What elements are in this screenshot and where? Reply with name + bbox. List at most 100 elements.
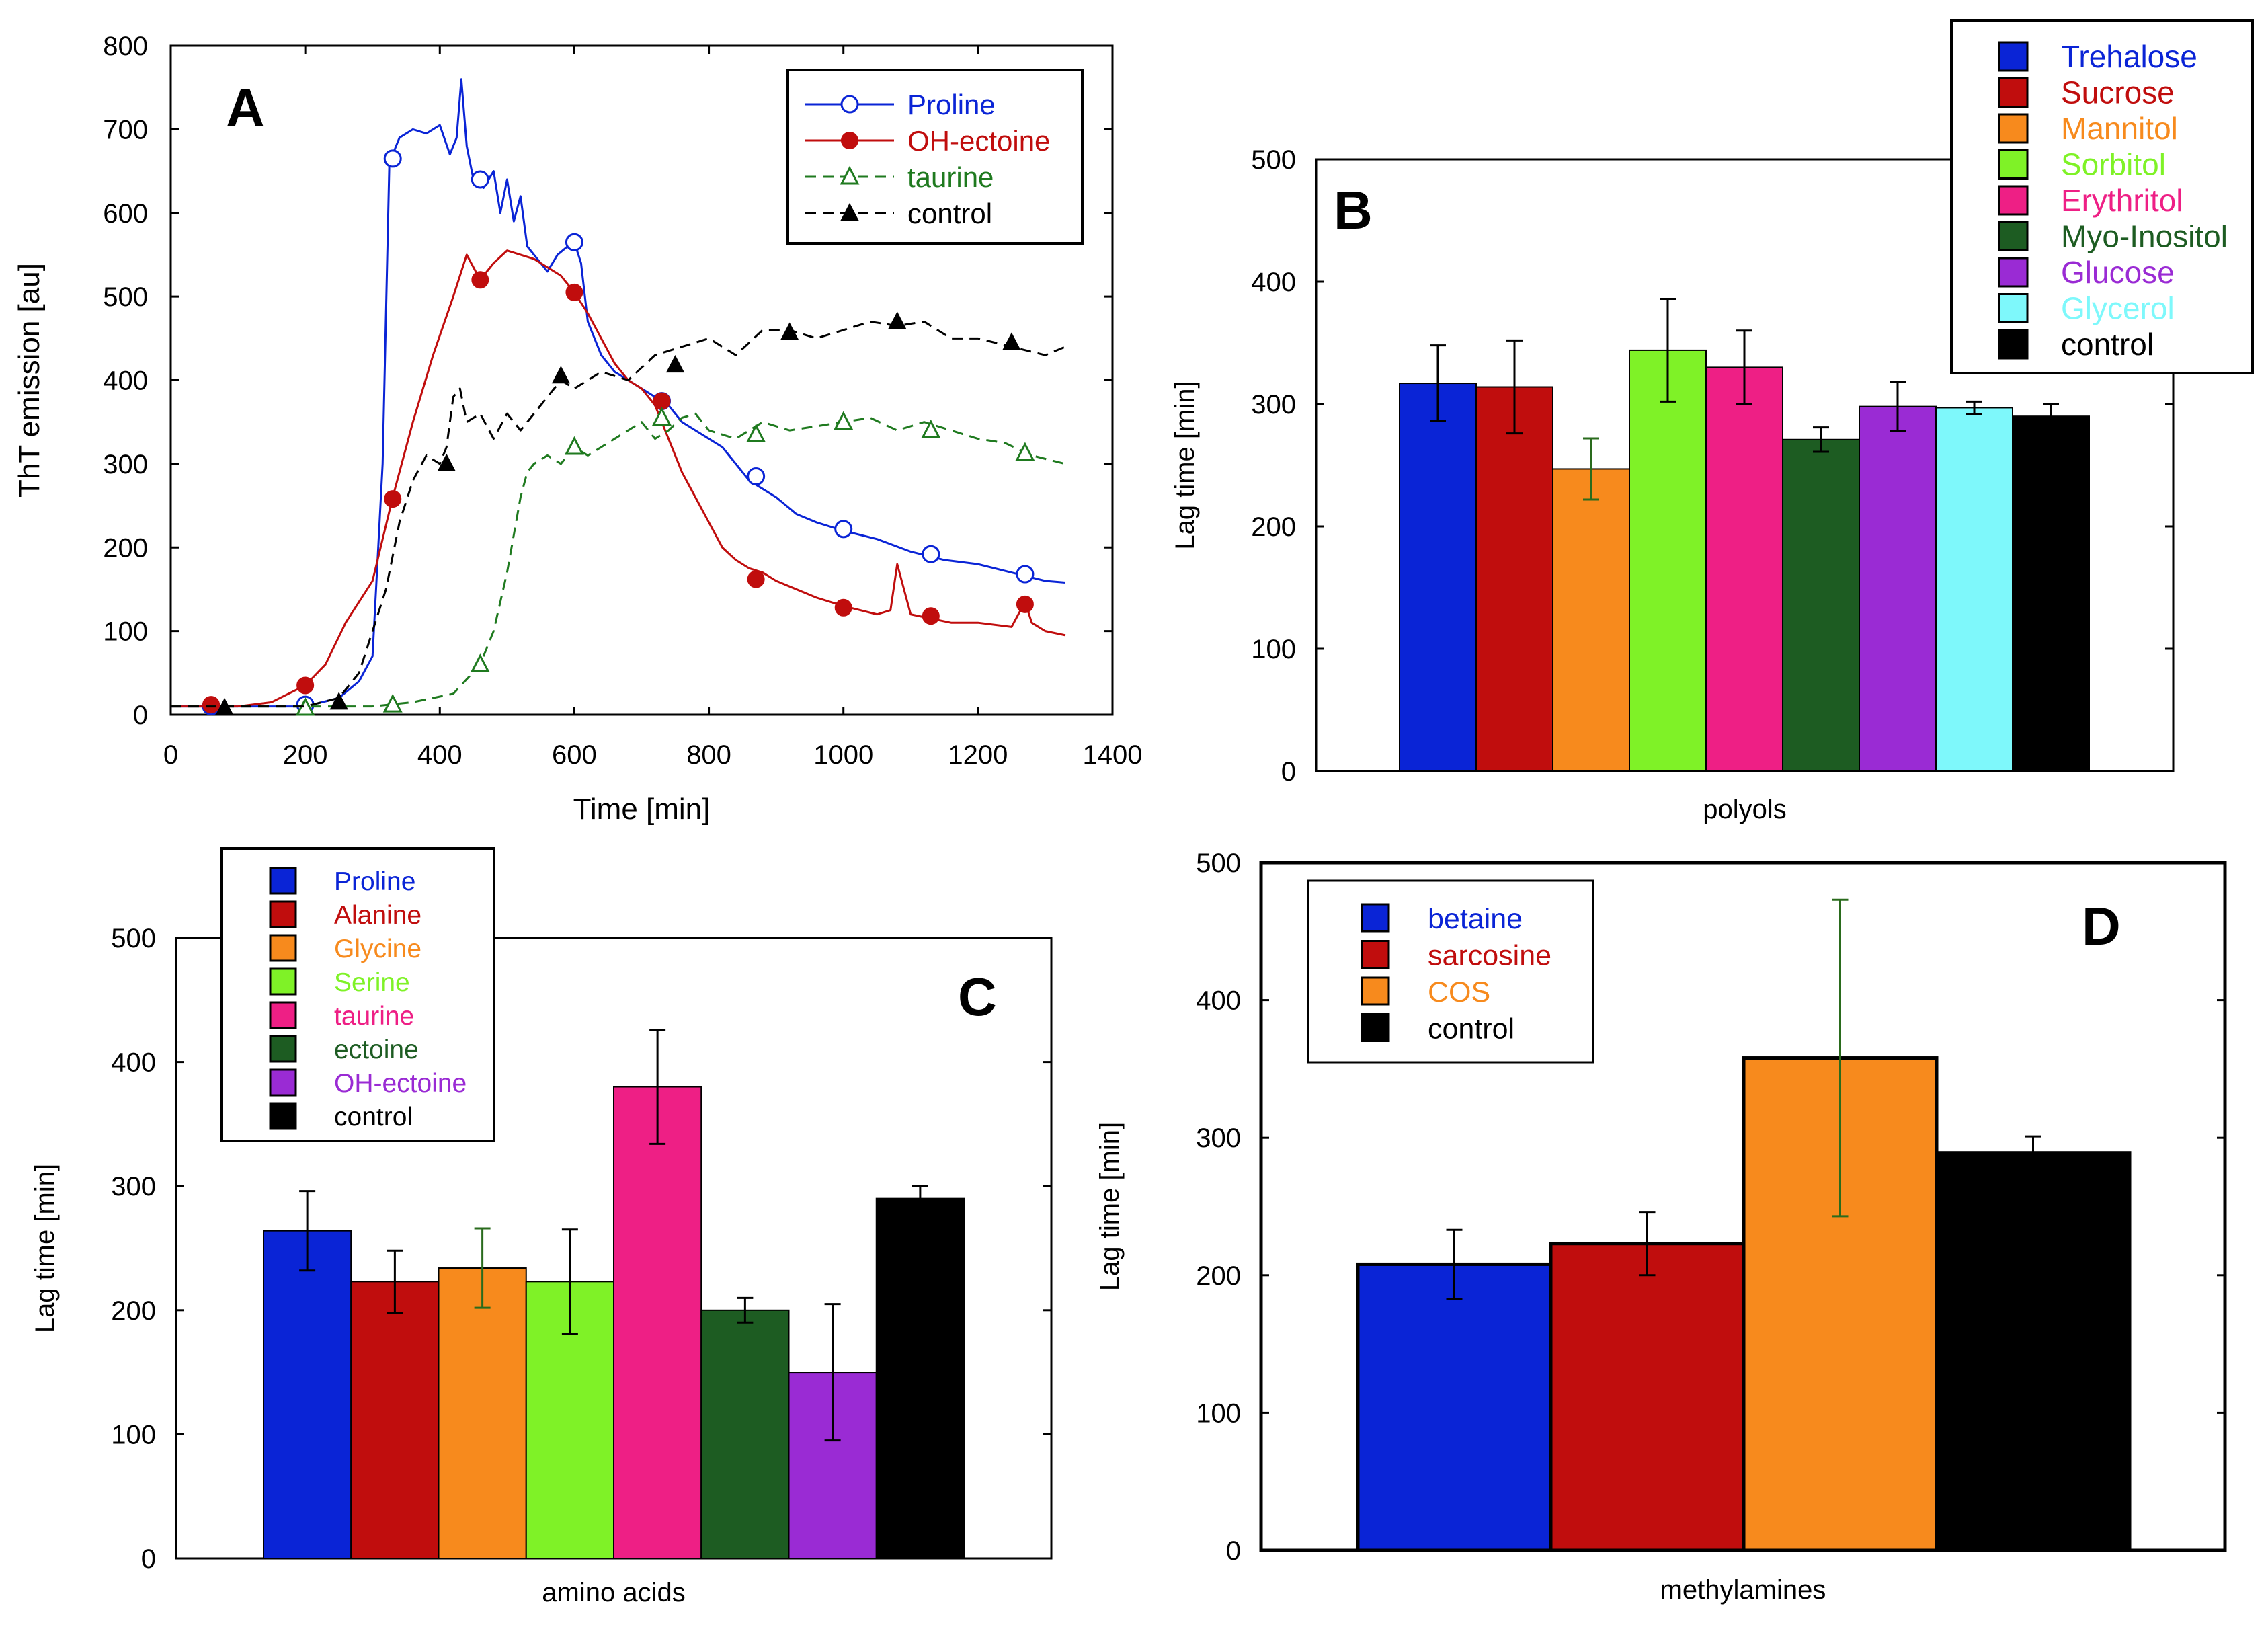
y-tick-label: 200 [1196,1261,1241,1291]
y-tick-label: 200 [1251,512,1296,542]
marker [437,453,456,471]
bar-glycerol [1935,407,2013,772]
x-tick-label-a: 0 [163,740,178,770]
legend-label: taurine [334,1002,414,1031]
legend-swatch [1998,113,2029,144]
marker [329,692,348,710]
y-axis-label-d: Lag time [min] [1095,1122,1125,1291]
panel-c: 0 100 200 300 400 500 amino acids Lag time [min… [30,847,1053,1608]
marker [922,607,940,625]
bar-taurine [613,1086,702,1559]
legend-label: control [1428,1013,1514,1045]
legend-c: Proline Alanine Glycine Serine taurine ectoin… [220,847,495,1142]
legend-label: taurine [907,161,994,193]
marker [551,366,571,384]
legend-label: Proline [907,89,996,120]
marker [1016,595,1034,613]
marker [840,165,860,185]
bar-betaine [1356,1262,1553,1552]
legend-a: Proline OH-ectoine taurine control [786,69,1084,245]
bar-control [875,1197,965,1560]
bar-trehalose [1399,383,1477,772]
y-tick-label-a: 800 [103,32,148,61]
marker [834,411,854,430]
legend-swatch [269,1035,297,1063]
legend-swatch [269,934,297,962]
legend-label: Sucrose [2061,75,2175,110]
y-tick-label: 100 [1196,1398,1241,1428]
legend-label: COS [1428,976,1490,1008]
legend-label: Myo-Inositol [2061,219,2228,254]
legend-label: Sorbitol [2061,147,2166,182]
marker [834,520,853,539]
panel-label-d: D [2082,896,2121,956]
series-control [171,311,1066,716]
x-axis-label-a: Time [min] [573,793,711,826]
legend-swatch [1998,329,2029,360]
marker [296,676,315,695]
series-line [171,412,1066,708]
x-tick-label-a: 1200 [948,740,1008,770]
y-tick-label: 100 [111,1420,156,1450]
legend-swatch [1361,1013,1390,1042]
panel-label-c: C [958,967,997,1027]
legend-label: Glycine [334,935,421,963]
y-tick-label: 400 [1251,268,1296,297]
legend-label: OH-ectoine [907,125,1050,157]
marker [747,467,766,486]
legend-box [220,847,495,1142]
marker [840,202,859,221]
legend-label: Serine [334,968,410,997]
marker [1016,565,1035,584]
legend-swatch [269,967,297,996]
legend-label: sarcosine [1428,940,1551,972]
y-tick-label: 400 [1196,986,1241,1016]
series-oh-ectoine [171,249,1066,714]
marker [383,149,402,168]
legend-swatch [269,867,297,895]
x-tick-label-a: 1400 [1083,740,1143,770]
legend-swatch [1998,221,2029,251]
marker [780,322,799,340]
y-tick-label: 300 [1251,390,1296,420]
legend-label: ectoine [334,1035,419,1064]
marker [921,419,941,438]
marker [565,233,583,251]
y-tick-label: 500 [1196,848,1241,878]
bar-control [2012,415,2090,772]
legend-swatch [1361,903,1390,933]
legend-label: Glycerol [2061,291,2175,326]
y-tick-label-a: 500 [103,282,148,312]
legend-swatch [1998,77,2029,108]
panel-a: 0 200 400 600 800 1000 1200 1400 0 100 200 300 400 50… [13,32,1142,826]
legend-swatch [1998,41,2029,72]
panel-label-a: A [226,78,265,138]
legend-swatch [269,1001,297,1029]
y-tick-label: 300 [1196,1123,1241,1153]
y-tick-label: 400 [111,1048,156,1078]
marker [564,436,584,455]
marker [202,696,220,714]
legend-label: Alanine [334,901,421,930]
legend-swatch [1998,257,2029,288]
y-tick-label-a: 600 [103,199,148,229]
legend-box [1307,879,1594,1064]
y-axis-label-b: Lag time [min] [1170,381,1200,549]
x-axis-label-d: methylamines [1660,1575,1826,1605]
y-tick-label-a: 700 [103,115,148,145]
legend-label: Erythritol [2061,183,2183,218]
marker [652,407,672,426]
x-tick-label-a: 800 [686,740,731,770]
series-line [171,249,1066,708]
marker [834,598,852,617]
y-tick-label: 0 [1281,757,1296,787]
bar-sucrose [1475,386,1553,772]
legend-label: Proline [334,867,415,896]
legend-label: Mannitol [2061,111,2178,146]
x-tick-label-a: 400 [417,740,462,770]
marker [1002,332,1021,350]
legend-label: control [2061,327,2154,362]
marker [653,392,671,410]
bar-proline [263,1230,352,1559]
marker [922,545,940,563]
